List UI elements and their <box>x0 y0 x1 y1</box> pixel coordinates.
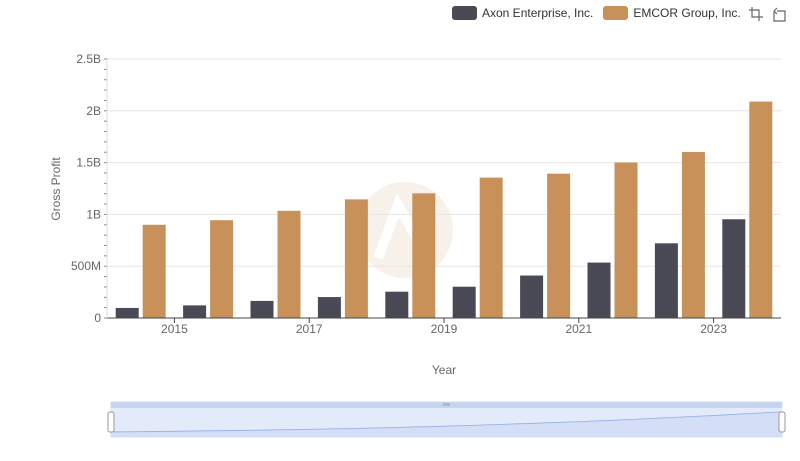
x-axis-title: Year <box>432 363 456 377</box>
bar-axon-2022[interactable] <box>654 243 678 318</box>
zoom-icon[interactable] <box>748 6 764 22</box>
y-axis-title: Gross Profit <box>49 157 63 221</box>
bar-emcor-2023[interactable] <box>749 101 773 319</box>
slider-left-handle[interactable] <box>107 411 115 433</box>
bar-axon-2015[interactable] <box>183 305 207 318</box>
x-tick-label: 2021 <box>565 322 592 336</box>
legend-item-emcor[interactable]: EMCOR Group, Inc. <box>603 6 741 20</box>
y-tick-labels: 0 500M 1B 1.5B 2B 2.5B <box>71 52 101 325</box>
x-tick-label: 2019 <box>431 322 458 336</box>
bar-emcor-2015[interactable] <box>210 220 234 318</box>
bar-emcor-2022[interactable] <box>681 151 705 318</box>
bar-axon-2016[interactable] <box>250 300 274 318</box>
bar-axon-2018[interactable] <box>385 291 409 318</box>
legend-swatch-axon <box>452 6 477 20</box>
y-tick-label: 2.5B <box>76 52 101 66</box>
y-tick-label: 500M <box>71 259 101 273</box>
x-tick-labels: 2015 2017 2019 2021 2023 <box>161 318 727 336</box>
legend-item-axon[interactable]: Axon Enterprise, Inc. <box>452 6 593 20</box>
bar-axon-2023[interactable] <box>722 219 746 318</box>
bar-emcor-2020[interactable] <box>547 173 571 318</box>
legend-label-axon: Axon Enterprise, Inc. <box>482 6 594 20</box>
x-tick-label: 2017 <box>296 322 323 336</box>
legend-label-emcor: EMCOR Group, Inc. <box>633 6 741 20</box>
bar-axon-2019[interactable] <box>452 286 476 318</box>
legend: Axon Enterprise, Inc. EMCOR Group, Inc. <box>452 4 751 22</box>
x-tick-label: 2015 <box>161 322 188 336</box>
y-tick-label: 0 <box>94 311 101 325</box>
bar-axon-2014[interactable] <box>115 307 139 318</box>
slider-preview-area <box>111 412 782 437</box>
watermark <box>357 182 453 278</box>
slider-drag-grip[interactable] <box>443 403 450 406</box>
y-tick-label: 1B <box>86 207 101 221</box>
y-tick-label: 2B <box>86 104 101 118</box>
bar-emcor-2019[interactable] <box>479 177 503 318</box>
y-tick-label: 1.5B <box>76 156 101 170</box>
bar-axon-2017[interactable] <box>317 297 341 318</box>
range-slider[interactable] <box>107 401 786 438</box>
bar-emcor-2016[interactable] <box>277 210 301 318</box>
legend-swatch-emcor <box>603 6 629 20</box>
bar-axon-2020[interactable] <box>520 275 544 318</box>
slider-right-handle[interactable] <box>778 411 786 433</box>
toolbar <box>748 6 792 22</box>
bars <box>115 101 773 319</box>
bar-emcor-2021[interactable] <box>614 162 638 318</box>
gridlines <box>107 58 781 267</box>
x-tick-label: 2023 <box>700 322 727 336</box>
bar-emcor-2014[interactable] <box>142 224 166 318</box>
bar-emcor-2018[interactable] <box>412 193 436 318</box>
bar-axon-2021[interactable] <box>587 262 611 318</box>
restore-icon[interactable] <box>770 6 786 22</box>
bar-emcor-2017[interactable] <box>344 199 368 318</box>
